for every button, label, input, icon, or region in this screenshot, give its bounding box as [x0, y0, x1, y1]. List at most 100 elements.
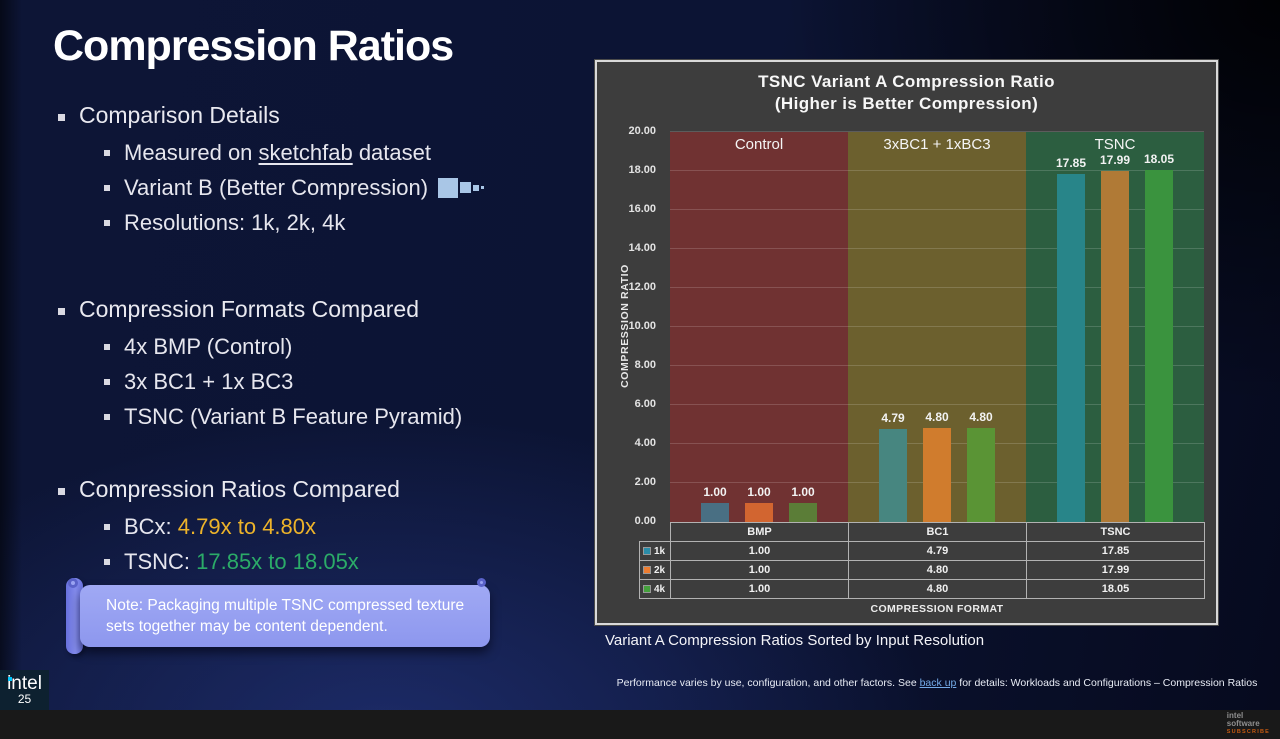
y-tick-label: 12.00	[628, 281, 656, 293]
bullet-square-icon	[58, 308, 65, 315]
scroll-curl-icon	[477, 578, 486, 587]
sw-logo-line1: intel	[1226, 711, 1244, 720]
bcx-range-value: 4.79x to 4.80x	[177, 514, 317, 539]
bullet-square-icon	[104, 149, 110, 156]
chart-title: TSNC Variant A Compression Ratio (Higher…	[597, 71, 1216, 115]
bar-value-label: 4.79	[881, 410, 905, 425]
legend-swatch-icon	[643, 565, 651, 574]
y-tick-label: 18.00	[628, 164, 656, 176]
legend-swatch-icon	[643, 546, 651, 555]
feature-pyramid-icon	[438, 177, 485, 198]
bar-1k-TSNC	[1057, 173, 1085, 522]
bullet-group-comparison-details: Comparison Details Measured on sketchfab…	[52, 102, 597, 240]
bar-value-label: 1.00	[791, 484, 815, 499]
bullet-heading: Comparison Details	[52, 102, 597, 129]
bar-1k-BC1	[879, 428, 907, 522]
table-cell: 1.00	[670, 579, 849, 599]
plot-region-0	[670, 132, 848, 522]
y-tick-label: 10.00	[628, 320, 656, 332]
measured-prefix: Measured on	[124, 140, 259, 165]
legend-key-1k: 1k	[639, 541, 671, 561]
bullet-square-icon	[58, 114, 65, 121]
footer-prefix: Performance varies by use, configuration…	[616, 677, 920, 689]
legend-key-2k: 2k	[639, 560, 671, 580]
sketchfab-link[interactable]: sketchfab	[258, 140, 353, 165]
bullet-heading: Compression Ratios Compared	[52, 476, 597, 503]
x-axis-title: COMPRESSION FORMAT	[870, 603, 1004, 615]
compression-ratio-chart: TSNC Variant A Compression Ratio (Higher…	[595, 60, 1218, 625]
gridline	[670, 365, 1204, 366]
table-corner	[640, 523, 671, 542]
bar-1k-BMP	[701, 502, 729, 522]
table-cell: 4.80	[848, 579, 1027, 599]
bullet-item: Variant B (Better Compression)	[52, 170, 597, 205]
table-row: 1k 1.00 4.79 17.85	[639, 541, 1205, 561]
region-label: Control	[734, 136, 784, 153]
sw-logo-subscribe: SUBSCRIBE	[1226, 729, 1270, 735]
chart-caption: Variant A Compression Ratios Sorted by I…	[605, 632, 985, 649]
gridline	[670, 248, 1204, 249]
page-title: Compression Ratios	[53, 22, 454, 70]
bullet-item-text: BCx: 4.79x to 4.80x	[124, 509, 316, 544]
bottom-bar	[0, 710, 1280, 739]
intel-year: 25	[17, 691, 32, 706]
gridline	[670, 131, 1204, 132]
footer-disclaimer: Performance varies by use, configuration…	[598, 677, 1276, 689]
y-tick-label: 16.00	[628, 203, 656, 215]
bullet-heading: Compression Formats Compared	[52, 296, 597, 323]
gridline	[670, 287, 1204, 288]
intel-text: intel	[7, 672, 42, 694]
bullet-heading-label: Compression Formats Compared	[79, 296, 420, 322]
bullet-list: Comparison Details Measured on sketchfab…	[52, 102, 597, 579]
region-label: TSNC	[1094, 136, 1136, 153]
bullet-item-text: Variant B (Better Compression)	[124, 175, 429, 200]
table-cell: 1.00	[670, 541, 849, 561]
table-cell: 17.99	[1026, 560, 1205, 580]
bcx-label: BCx:	[124, 514, 178, 539]
chart-title-line1: TSNC Variant A Compression Ratio	[758, 72, 1055, 91]
bar-value-label: 17.99	[1099, 153, 1131, 168]
bar-4k-BC1	[967, 428, 995, 522]
region-label: 3xBC1 + 1xBC3	[883, 136, 991, 153]
legend-key-4k: 4k	[639, 579, 671, 599]
chart-title-line2: (Higher is Better Compression)	[774, 94, 1039, 113]
bar-value-label: 4.80	[925, 410, 949, 425]
bullet-square-icon	[104, 523, 110, 530]
table-header-TSNC: TSNC	[1026, 522, 1205, 542]
y-tick-label: 8.00	[634, 359, 656, 371]
table-row: 2k 1.00 4.80 17.99	[639, 560, 1205, 580]
backup-link[interactable]: back up	[919, 677, 957, 689]
intel-dot-icon	[8, 676, 13, 681]
table-row: 4k 1.00 4.80 18.05	[639, 579, 1205, 599]
scroll-curl-icon	[68, 578, 78, 588]
bullet-item: 4x BMP (Control)	[52, 329, 597, 364]
bullet-group-formats: Compression Formats Compared 4x BMP (Con…	[52, 296, 597, 434]
bullet-group-ratios: Compression Ratios Compared BCx: 4.79x t…	[52, 476, 597, 579]
bullet-item: TSNC: 17.85x to 18.05x	[52, 544, 597, 579]
bullet-item: Measured on sketchfab dataset	[52, 135, 597, 170]
bullet-item: BCx: 4.79x to 4.80x	[52, 509, 597, 544]
gridline	[670, 170, 1204, 171]
y-tick-label: 2.00	[634, 476, 656, 488]
measured-suffix: dataset	[352, 140, 431, 165]
legend-swatch-icon	[643, 584, 651, 593]
bar-2k-TSNC	[1101, 171, 1129, 522]
bullet-square-icon	[58, 488, 65, 495]
bullet-square-icon	[104, 343, 110, 350]
bullet-item-text: 3x BC1 + 1x BC3	[124, 369, 294, 394]
table-header-BMP: BMP	[670, 522, 849, 542]
chart-data-table: BMP BC1 TSNC 1k 1.00 4.79 17.85 2k 1.00 4.80 17.99…	[639, 522, 1205, 599]
table-cell: 4.80	[848, 560, 1027, 580]
gridline	[670, 326, 1204, 327]
sw-logo-line2: software	[1226, 719, 1260, 728]
intel-software-logo: intel software SUBSCRIBE	[1227, 712, 1270, 736]
footer-suffix: for details: Workloads and Configuration…	[956, 677, 1258, 689]
bullet-heading-label: Comparison Details	[79, 102, 280, 128]
bullet-item-text: Resolutions: 1k, 2k, 4k	[124, 210, 346, 235]
tsnc-range-value: 17.85x to 18.05x	[196, 549, 359, 574]
table-header-BC1: BC1	[848, 522, 1027, 542]
bullet-item-text: TSNC (Variant B Feature Pyramid)	[124, 404, 463, 429]
note-callout: Note: Packaging multiple TSNC compressed…	[80, 585, 490, 647]
bullet-heading-label: Compression Ratios Compared	[79, 476, 400, 502]
